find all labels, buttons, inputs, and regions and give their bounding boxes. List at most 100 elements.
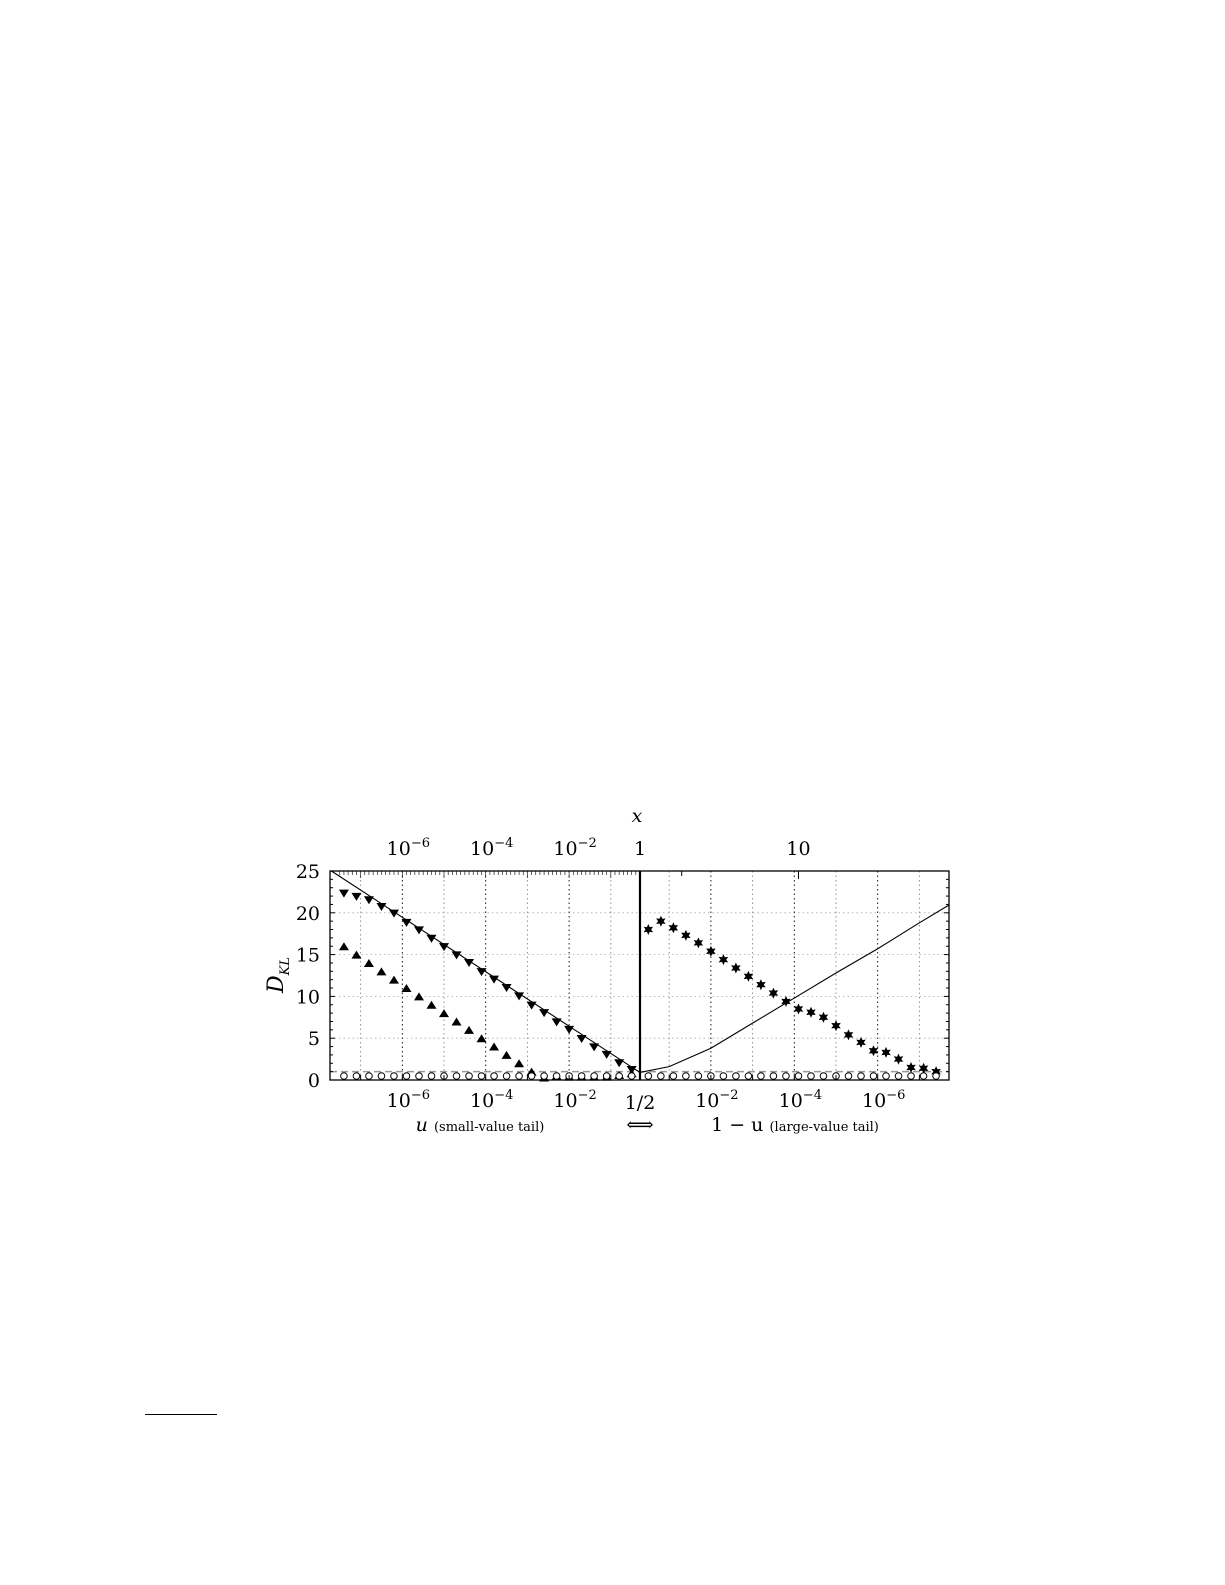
marker-circle-open (669, 1072, 678, 1080)
y-label-main: D (264, 975, 289, 994)
marker-star (843, 1029, 854, 1041)
marker-circle-open (502, 1072, 511, 1080)
marker-triangle-down (489, 975, 500, 984)
marker-circle-open (744, 1072, 753, 1080)
x-label-right: 1 − u (large-value tail) (711, 1114, 879, 1136)
marker-circle-open (527, 1072, 536, 1080)
marker-triangle-down (564, 1025, 575, 1034)
marker-triangle-down (439, 943, 450, 952)
marker-circle-open (490, 1072, 498, 1080)
marker-circle-open (540, 1072, 548, 1080)
marker-triangle-down (514, 992, 525, 1001)
marker-triangle-up (501, 1050, 512, 1059)
marker-star (643, 924, 654, 935)
marker-circle-open (390, 1072, 398, 1080)
x-label-right-text: (large-value tail) (769, 1120, 878, 1135)
grid (330, 871, 949, 1080)
x-tick-label-large-tail: 10−6 (862, 1088, 905, 1112)
marker-circle-open (844, 1072, 853, 1080)
marker-circle-open (577, 1072, 586, 1080)
footnote-rule (145, 1414, 217, 1415)
marker-triangle-up (376, 967, 387, 976)
axes: 0 5 10 15 20 25 10−6 10−4 10−2 10−2 10−4 10−6 1/2 10−… (296, 836, 949, 1114)
marker-triangle-up (426, 1000, 437, 1009)
marker-circle-open (794, 1072, 803, 1080)
data-markers (338, 889, 941, 1082)
marker-triangle-down (413, 926, 424, 935)
marker-triangle-down (338, 889, 349, 898)
marker-circle-open (477, 1072, 486, 1080)
marker-triangle-up (514, 1059, 525, 1068)
marker-triangle-up (413, 992, 424, 1001)
marker-circle-open (732, 1072, 740, 1080)
marker-circle-open (602, 1072, 611, 1080)
marker-circle-open (857, 1072, 865, 1080)
marker-circle-open (515, 1072, 523, 1080)
marker-triangle-down (614, 1059, 625, 1068)
marker-circle-open (352, 1072, 361, 1080)
x-tick-label-large-tail: 10−4 (779, 1088, 822, 1112)
marker-star (743, 970, 754, 982)
marker-circle-open (782, 1072, 790, 1080)
marker-star (931, 1066, 941, 1078)
x-label-left-var: u (416, 1114, 428, 1136)
top-tick-label: 1 (634, 838, 646, 860)
marker-triangle-down (451, 951, 462, 960)
svg-text:DKL: DKL (264, 957, 293, 994)
x-label-arrow: ⟺ (626, 1114, 653, 1136)
marker-star (818, 1011, 829, 1023)
marker-star (706, 945, 716, 957)
marker-triangle-down (351, 892, 362, 901)
marker-circle-open (807, 1072, 815, 1080)
x-tick-label-small-tail: 10−2 (553, 1088, 596, 1112)
marker-triangle-down (476, 968, 487, 977)
marker-circle-open (882, 1072, 890, 1080)
marker-circle-open (340, 1072, 348, 1080)
marker-star (831, 1020, 841, 1032)
marker-circle-open (719, 1072, 728, 1080)
top-tick-label: 10 (786, 838, 810, 860)
marker-star (918, 1062, 929, 1074)
top-axis-label: x (632, 805, 643, 827)
marker-triangle-down (388, 909, 399, 918)
marker-triangle-up (363, 958, 374, 967)
marker-circle-open (657, 1072, 665, 1080)
marker-triangle-down (401, 918, 412, 927)
marker-triangle-up (388, 975, 399, 984)
marker-triangle-up (439, 1009, 450, 1018)
marker-circle-open (894, 1072, 903, 1080)
marker-circle-open (427, 1072, 436, 1080)
y-tick-label: 25 (296, 861, 320, 883)
marker-star (693, 937, 704, 949)
marker-triangle-down (551, 1018, 562, 1027)
marker-star (893, 1053, 904, 1065)
marker-triangle-down (426, 934, 437, 943)
y-axis-label: DKL (264, 957, 293, 994)
marker-triangle-up (351, 950, 362, 959)
marker-triangle-down (576, 1035, 587, 1044)
marker-star (718, 954, 729, 966)
marker-triangle-up (464, 1025, 475, 1034)
marker-star (806, 1006, 816, 1018)
marker-star (731, 962, 741, 974)
marker-triangle-down (601, 1050, 612, 1059)
marker-triangle-down (526, 1001, 537, 1010)
top-tick-label: 10−4 (470, 836, 513, 860)
marker-circle-open (415, 1072, 423, 1080)
marker-triangle-up (489, 1042, 500, 1051)
marker-circle-open (365, 1072, 373, 1080)
marker-triangle-up (401, 984, 412, 993)
marker-circle-open (452, 1072, 461, 1080)
x-tick-label-center: 1/2 (625, 1092, 656, 1114)
marker-triangle-up (476, 1034, 487, 1043)
marker-circle-open (644, 1072, 653, 1080)
marker-star (681, 929, 691, 941)
x-tick-label-large-tail: 10−2 (695, 1088, 738, 1112)
marker-star (668, 922, 679, 934)
marker-circle-open (769, 1072, 778, 1080)
x-tick-label-small-tail: 10−4 (470, 1088, 513, 1112)
marker-triangle-up (338, 942, 349, 951)
marker-star (768, 987, 779, 999)
x-tick-label-small-tail: 10−6 (387, 1088, 430, 1112)
marker-star (793, 1003, 804, 1015)
